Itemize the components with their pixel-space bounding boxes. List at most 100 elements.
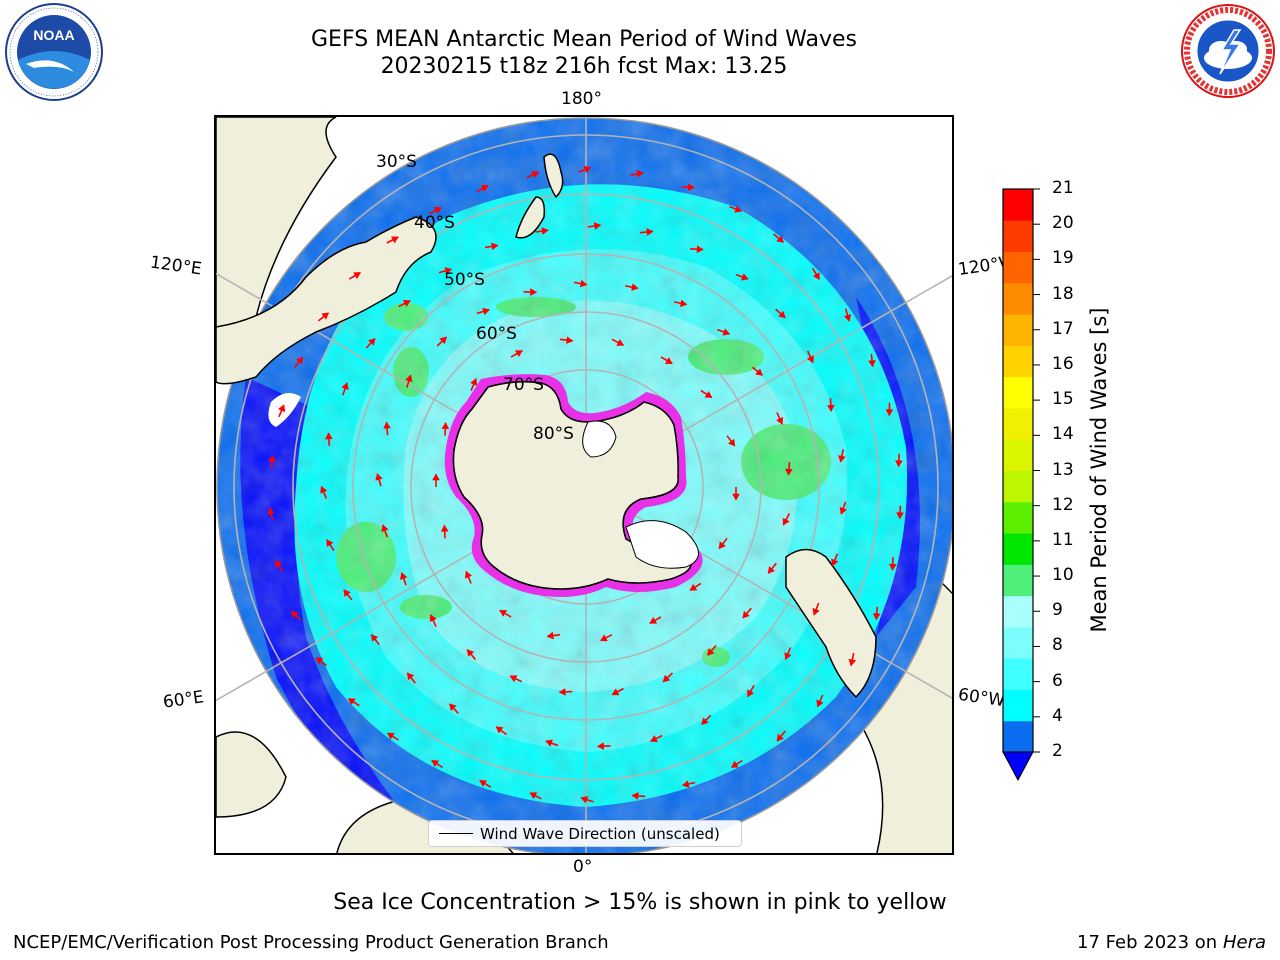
wind-wave-arrow-head	[646, 228, 654, 236]
wind-wave-arrow-head	[295, 356, 304, 365]
legend-line-swatch	[439, 833, 473, 834]
wind-wave-arrow-head	[616, 338, 625, 346]
colorbar-segment	[1003, 407, 1033, 440]
wind-wave-arrow-head	[495, 726, 504, 734]
wind-wave-arrow-head	[679, 299, 688, 308]
wind-wave-arrows	[267, 165, 905, 804]
wind-wave-arrow-head	[546, 631, 554, 640]
wind-wave-arrow-head	[315, 657, 324, 665]
colorbar-tick-label: 16	[1052, 353, 1074, 374]
wind-wave-arrow-head	[444, 267, 452, 275]
wind-wave-arrow-head	[541, 227, 549, 235]
wind-wave-arrow-head	[499, 610, 508, 617]
wind-wave-arrow-head	[776, 235, 784, 243]
wind-wave-arrow-head	[848, 658, 857, 667]
wind-wave-arrow-head	[727, 438, 736, 447]
wind-wave-arrow-head	[291, 610, 299, 619]
lat-label-30s: 30°S	[376, 152, 417, 172]
lat-label-80s: 80°S	[533, 424, 574, 444]
wind-wave-arrow-head	[375, 473, 383, 481]
colorbar-tick-label: 6	[1052, 670, 1063, 691]
wind-wave-arrow-head	[649, 616, 658, 624]
colorbar-extend-low	[1002, 751, 1034, 782]
wind-wave-arrow-head	[682, 780, 690, 788]
wind-wave-arrow-head	[597, 742, 604, 751]
wind-wave-arrow-head	[277, 404, 286, 413]
wind-wave-arrow-head	[509, 675, 518, 683]
credit-date: 17 Feb 2023 on Hera	[1077, 932, 1266, 953]
wind-wave-arrow-head	[531, 171, 540, 179]
wind-wave-arrow-head	[740, 273, 749, 281]
wind-wave-arrow-head	[885, 409, 894, 417]
wind-wave-arrow-head	[704, 390, 713, 398]
wind-wave-arrow-head	[730, 760, 739, 768]
colorbar-segment	[1003, 470, 1033, 503]
wind-wave-arrow-head	[662, 674, 671, 683]
wind-wave-arrow-head	[664, 357, 673, 364]
colorbar-tick-label: 19	[1052, 248, 1074, 269]
colorbar-segment	[1003, 626, 1033, 659]
colorbar-segment	[1003, 595, 1033, 628]
colorbar-tick-label: 2	[1052, 741, 1063, 761]
wind-wave-arrow-head	[687, 183, 695, 192]
colorbar-tick-label: 20	[1052, 213, 1074, 234]
wind-wave-arrow-head	[579, 279, 588, 288]
polar-map	[216, 117, 952, 853]
colorbar-segment	[1003, 189, 1033, 221]
wind-wave-arrow-head	[600, 634, 608, 642]
wind-wave-arrow-head	[767, 566, 776, 574]
wind-wave-arrow-head	[776, 733, 784, 742]
colorbar-segment	[1003, 533, 1033, 565]
lon-label-0: 0°	[573, 857, 593, 877]
noaa-logo: NOAA	[5, 3, 103, 101]
wind-wave-arrow-head	[747, 689, 755, 698]
wind-wave-arrow-head	[267, 507, 275, 515]
colorbar-segment	[1003, 282, 1033, 315]
colorbar-segment	[1003, 439, 1033, 471]
wind-wave-arrow-head	[390, 236, 399, 244]
colorbar-segment	[1003, 501, 1033, 534]
credit-branch: NCEP/EMC/Verification Post Processing Pr…	[13, 932, 609, 953]
wind-wave-arrow-head	[431, 760, 440, 768]
wind-wave-arrow-head	[812, 607, 820, 616]
wind-wave-arrow-head	[701, 717, 709, 725]
colorbar-segment	[1003, 220, 1033, 253]
colorbar-segment	[1003, 376, 1033, 409]
colorbar-tick-label: 15	[1052, 389, 1074, 410]
wind-wave-arrow-head	[324, 432, 333, 440]
lat-label-50s: 50°S	[444, 270, 485, 290]
wind-wave-arrow-head	[470, 378, 478, 386]
wind-wave-arrow-head	[593, 222, 602, 230]
wind-wave-arrow-head	[439, 336, 447, 345]
colorbar-segment	[1003, 564, 1033, 597]
wind-wave-arrow-head	[707, 648, 715, 656]
wind-wave-arrow-head	[611, 688, 620, 696]
legend-label: Wind Wave Direction (unscaled)	[480, 825, 720, 843]
lon-label-180: 180°	[561, 89, 602, 109]
wind-wave-arrow-head	[464, 570, 473, 579]
wind-wave-arrow-head	[742, 610, 750, 619]
colorbar-segment	[1003, 251, 1033, 284]
wind-wave-arrow-head	[405, 374, 413, 383]
wind-wave-arrow-head	[732, 493, 740, 501]
colorbar-tick-label: 8	[1052, 635, 1063, 656]
wind-wave-arrow-head	[402, 300, 411, 307]
wind-wave-arrow-head	[839, 506, 847, 515]
colorbar-tick-label: 21	[1052, 178, 1074, 198]
lat-label-70s: 70°S	[503, 375, 544, 395]
wind-wave-arrow-head	[894, 460, 903, 468]
colorbar-tick-label: 17	[1052, 318, 1074, 339]
wind-wave-arrow-head	[755, 368, 763, 376]
wind-wave-arrow-head	[440, 524, 449, 532]
wind-wave-arrow-head	[406, 672, 415, 681]
colorbar-segment	[1003, 658, 1033, 690]
wind-wave-arrow-head	[480, 184, 489, 192]
colorbar	[1002, 188, 1040, 782]
colorbar-tick-label: 10	[1052, 565, 1074, 586]
wind-wave-arrow-head	[321, 312, 329, 320]
lon-label-60w: 60°W	[956, 684, 1007, 712]
wind-wave-arrow-head	[631, 283, 639, 291]
wind-wave-arrow-head	[888, 563, 897, 571]
wind-wave-arrow-head	[718, 541, 726, 549]
wind-wave-arrow-head	[838, 455, 846, 463]
